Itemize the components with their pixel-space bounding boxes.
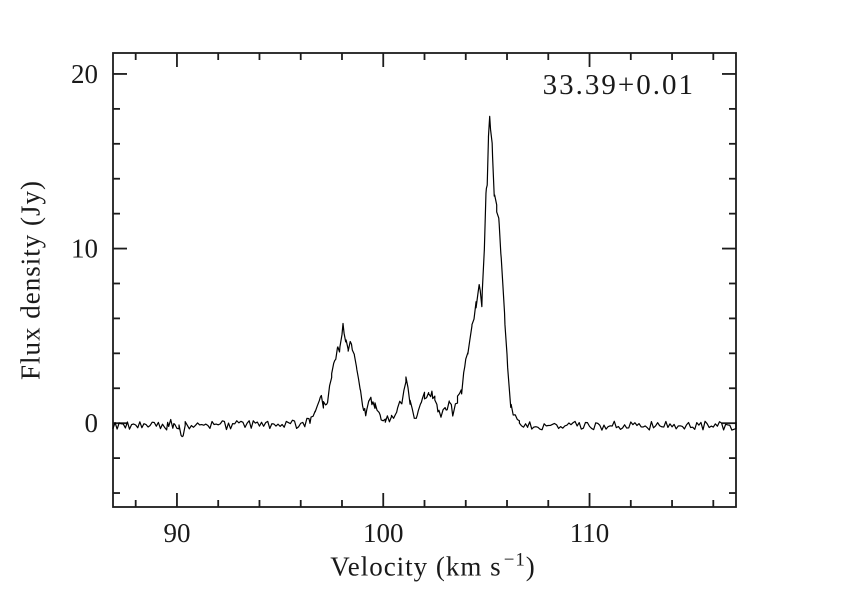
y-axis-title: Flux density (Jy) — [15, 179, 46, 381]
x-tick-label: 100 — [363, 518, 404, 548]
y-tick-label: 0 — [85, 408, 99, 438]
x-axis-title-text: Velocity (km s — [330, 551, 502, 582]
x-tick-label: 90 — [163, 518, 190, 548]
x-axis-title-close-paren: ) — [525, 551, 536, 582]
y-tick-label: 20 — [71, 59, 98, 89]
x-tick-label: 110 — [570, 518, 610, 548]
source-name-label: 33.39+0.01 — [542, 69, 695, 101]
x-axis-title: Velocity (km s −1) — [330, 549, 536, 582]
x-axis-title-superscript: −1 — [503, 549, 526, 571]
spectrum-line — [112, 115, 737, 438]
y-tick-label: 10 — [71, 234, 98, 264]
plot-frame — [112, 52, 737, 508]
